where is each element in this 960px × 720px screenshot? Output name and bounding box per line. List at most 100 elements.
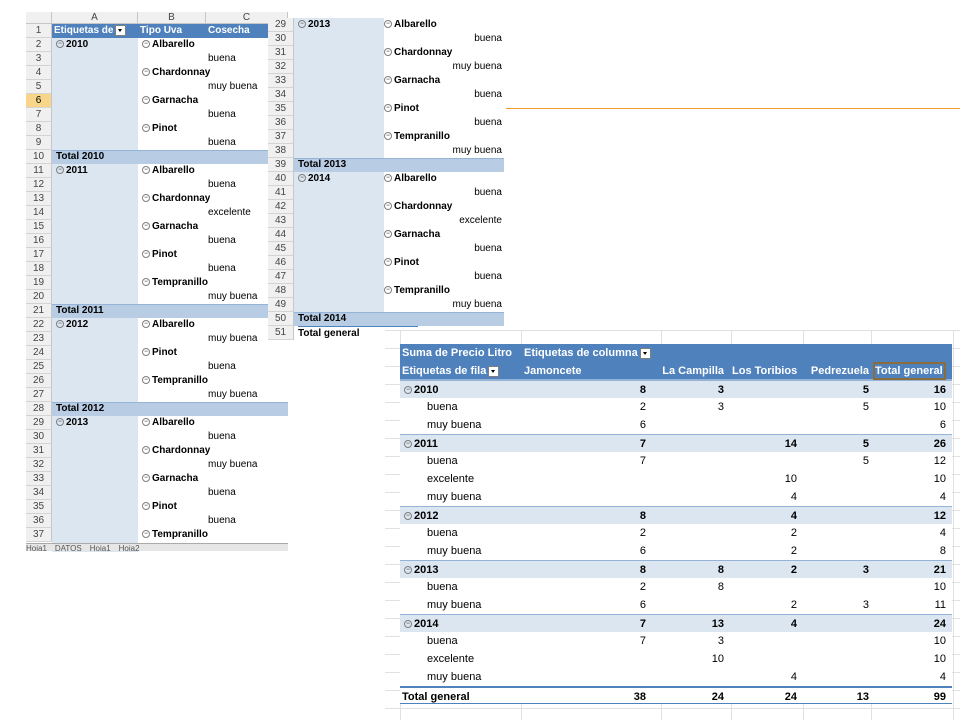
- corner-select-all[interactable]: [26, 12, 52, 24]
- collapse-toggle-icon[interactable]: −: [404, 512, 412, 521]
- collapse-toggle-icon[interactable]: −: [384, 202, 392, 211]
- row-header[interactable]: 48: [268, 284, 294, 298]
- row-header[interactable]: 36: [268, 116, 294, 130]
- row-header[interactable]: 47: [268, 270, 294, 284]
- collapse-toggle-icon[interactable]: −: [142, 530, 150, 539]
- column-header[interactable]: La Campilla: [662, 365, 724, 377]
- row-filter-dropdown-icon[interactable]: [488, 365, 500, 377]
- row-header[interactable]: 49: [268, 298, 294, 312]
- row-header[interactable]: 11: [26, 164, 52, 178]
- collapse-toggle-icon[interactable]: −: [142, 166, 150, 175]
- row-header[interactable]: 34: [268, 88, 294, 102]
- row-header[interactable]: 35: [268, 102, 294, 116]
- column-header-a[interactable]: A: [52, 12, 138, 24]
- row-header[interactable]: 35: [26, 500, 52, 514]
- collapse-toggle-icon[interactable]: −: [404, 620, 412, 629]
- row-header[interactable]: 1: [26, 24, 52, 38]
- row-header[interactable]: 51: [268, 326, 294, 340]
- row-header[interactable]: 31: [26, 444, 52, 458]
- collapse-toggle-icon[interactable]: −: [142, 68, 150, 77]
- collapse-toggle-icon[interactable]: −: [384, 132, 392, 141]
- row-header[interactable]: 43: [268, 214, 294, 228]
- row-header[interactable]: 29: [26, 416, 52, 430]
- collapse-toggle-icon[interactable]: −: [142, 348, 150, 357]
- row-header[interactable]: 37: [26, 528, 52, 542]
- row-header[interactable]: 50: [268, 312, 294, 326]
- collapse-toggle-icon[interactable]: −: [142, 96, 150, 105]
- column-labels-header[interactable]: Etiquetas de columna: [524, 344, 664, 362]
- row-header[interactable]: 29: [268, 18, 294, 32]
- row-header[interactable]: 9: [26, 136, 52, 150]
- row-header[interactable]: 32: [268, 60, 294, 74]
- row-header[interactable]: 24: [26, 346, 52, 360]
- collapse-toggle-icon[interactable]: −: [142, 278, 150, 287]
- collapse-toggle-icon[interactable]: −: [56, 40, 64, 49]
- collapse-toggle-icon[interactable]: −: [298, 20, 306, 29]
- row-header[interactable]: 20: [26, 290, 52, 304]
- row-header[interactable]: 46: [268, 256, 294, 270]
- collapse-toggle-icon[interactable]: −: [384, 258, 392, 267]
- row-header[interactable]: 13: [26, 192, 52, 206]
- collapse-toggle-icon[interactable]: −: [142, 250, 150, 259]
- row-header[interactable]: 8: [26, 122, 52, 136]
- row-header[interactable]: 32: [26, 458, 52, 472]
- collapse-toggle-icon[interactable]: −: [56, 418, 64, 427]
- row-header[interactable]: 10: [26, 150, 52, 164]
- row-header[interactable]: 5: [26, 80, 52, 94]
- row-labels-header[interactable]: Etiquetas de fila: [402, 362, 520, 380]
- column-filter-dropdown-icon[interactable]: [639, 347, 651, 359]
- row-header[interactable]: 31: [268, 46, 294, 60]
- collapse-toggle-icon[interactable]: −: [142, 40, 150, 49]
- row-header[interactable]: 21: [26, 304, 52, 318]
- row-header[interactable]: 17: [26, 248, 52, 262]
- header-etiquetas[interactable]: Etiquetas de: [54, 24, 138, 38]
- row-header[interactable]: 22: [26, 318, 52, 332]
- row-header[interactable]: 23: [26, 332, 52, 346]
- sheet-tab[interactable]: Hoja2: [118, 544, 140, 551]
- collapse-toggle-icon[interactable]: −: [384, 48, 392, 57]
- collapse-toggle-icon[interactable]: −: [384, 104, 392, 113]
- row-header[interactable]: 30: [268, 32, 294, 46]
- row-header[interactable]: 36: [26, 514, 52, 528]
- collapse-toggle-icon[interactable]: −: [404, 440, 412, 449]
- collapse-toggle-icon[interactable]: −: [56, 166, 64, 175]
- row-header[interactable]: 2: [26, 38, 52, 52]
- row-header[interactable]: 6: [26, 94, 52, 108]
- collapse-toggle-icon[interactable]: −: [142, 418, 150, 427]
- column-header[interactable]: Total general: [873, 362, 946, 380]
- row-header[interactable]: 25: [26, 360, 52, 374]
- column-header[interactable]: Pedrezuela: [810, 365, 869, 377]
- row-header[interactable]: 19: [26, 276, 52, 290]
- row-header[interactable]: 34: [26, 486, 52, 500]
- row-header[interactable]: 45: [268, 242, 294, 256]
- row-header[interactable]: 33: [268, 74, 294, 88]
- row-header[interactable]: 12: [26, 178, 52, 192]
- collapse-toggle-icon[interactable]: −: [56, 320, 64, 329]
- row-header[interactable]: 7: [26, 108, 52, 122]
- sheet-tab[interactable]: Hoja1: [26, 544, 47, 551]
- column-header[interactable]: Jamoncete: [524, 365, 582, 377]
- row-header[interactable]: 28: [26, 402, 52, 416]
- collapse-toggle-icon[interactable]: −: [298, 174, 306, 183]
- row-header[interactable]: 39: [268, 158, 294, 172]
- row-header[interactable]: 26: [26, 374, 52, 388]
- collapse-toggle-icon[interactable]: −: [384, 174, 392, 183]
- collapse-toggle-icon[interactable]: −: [142, 446, 150, 455]
- row-header[interactable]: 14: [26, 206, 52, 220]
- collapse-toggle-icon[interactable]: −: [404, 386, 412, 395]
- row-header[interactable]: 27: [26, 388, 52, 402]
- row-header[interactable]: 38: [268, 144, 294, 158]
- collapse-toggle-icon[interactable]: −: [142, 194, 150, 203]
- row-header[interactable]: 3: [26, 52, 52, 66]
- collapse-toggle-icon[interactable]: −: [142, 124, 150, 133]
- filter-dropdown-icon[interactable]: [115, 24, 127, 36]
- collapse-toggle-icon[interactable]: −: [142, 222, 150, 231]
- row-header[interactable]: 16: [26, 234, 52, 248]
- collapse-toggle-icon[interactable]: −: [384, 20, 392, 29]
- row-header[interactable]: 37: [268, 130, 294, 144]
- collapse-toggle-icon[interactable]: −: [142, 474, 150, 483]
- collapse-toggle-icon[interactable]: −: [142, 502, 150, 511]
- collapse-toggle-icon[interactable]: −: [384, 76, 392, 85]
- collapse-toggle-icon[interactable]: −: [404, 566, 412, 575]
- row-header[interactable]: 41: [268, 186, 294, 200]
